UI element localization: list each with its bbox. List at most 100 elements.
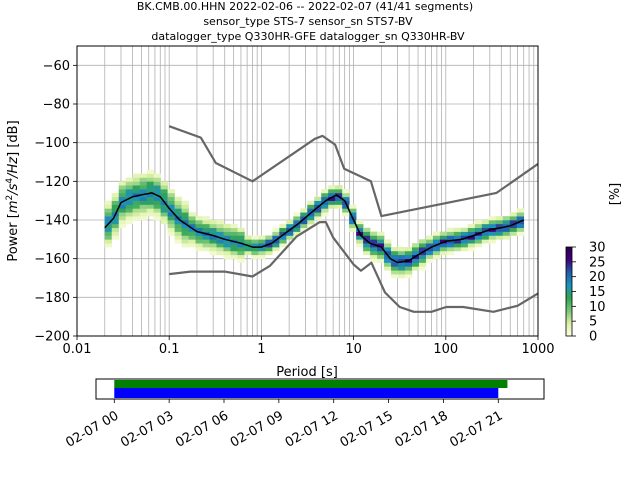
psd-histogram-cell [167,189,175,194]
psd-histogram-cell [188,216,196,221]
psd-histogram-cell [209,231,217,236]
psd-histogram-cell [258,235,266,240]
psd-histogram-cell [104,223,113,229]
psd-histogram-cell [474,223,483,229]
psd-histogram-cell [342,189,350,194]
y-tick-label: −200 [34,330,70,345]
psd-histogram-cell [132,173,140,178]
psd-histogram-cell [265,247,273,252]
psd-histogram-cell [502,216,511,221]
psd-histogram-cell [160,208,168,213]
psd-histogram-cell [279,235,287,240]
psd-histogram-cell [377,250,385,256]
psd-histogram-cell [209,247,217,252]
psd-histogram-cell [195,216,203,221]
psd-histogram-cell [495,220,504,225]
psd-histogram-cell [418,247,427,252]
psd-histogram-cell [188,212,196,217]
psd-histogram-cell [509,231,518,236]
psd-histogram-cell [356,243,364,248]
psd-histogram-cell [363,250,371,256]
psd-histogram-cell [111,196,120,201]
psd-histogram-cell [307,200,315,205]
psd-histogram-cell [446,235,455,240]
psd-histogram-cell [363,231,371,236]
psd-histogram-cell [251,239,259,244]
psd-histogram-cell [195,235,203,240]
psd-histogram-cell [391,262,399,267]
psd-histogram-cell [405,254,413,259]
y-tick-label: −80 [43,98,70,113]
psd-histogram-cell [223,250,231,256]
psd-histogram-cell [160,192,168,198]
psd-histogram-cell [293,227,301,232]
psd-histogram-cell [132,196,140,201]
psd-histogram-cell [398,270,406,275]
psd-histogram-cell [398,250,406,256]
psd-histogram-cell [181,243,189,248]
colorbar-tick-label: 0 [589,330,597,345]
psd-histogram-cell [195,227,203,232]
psd-histogram-cell [293,231,301,236]
psd-histogram-cell [439,247,448,252]
psd-histogram-cell [223,235,231,240]
psd-histogram-cell [495,235,504,240]
psd-histogram-cell [516,227,525,232]
psd-histogram-cell [104,220,113,225]
colorbar-label: [%] [608,183,623,206]
data-availability-bar [114,380,508,388]
psd-histogram-cell [230,227,238,232]
psd-histogram-cell [230,250,238,256]
y-tick-label: −180 [34,291,70,306]
psd-histogram-cell [488,235,497,240]
psd-histogram-cell [153,185,161,190]
psd-histogram-cell [188,220,196,225]
psd-histogram-cell [342,196,350,201]
psd-histogram-cell [418,262,427,267]
y-tick-label: −120 [34,175,70,190]
psd-histogram-cell [516,216,525,221]
psd-histogram-cell [384,250,392,256]
psd-histogram-cell [370,258,378,263]
psd-histogram-cell [405,266,413,271]
psd-histogram-cell [139,208,147,213]
psd-histogram-cell [174,220,182,225]
psd-histogram-cell [104,239,113,244]
psd-histogram-cell [174,235,182,240]
psd-histogram-cell [328,192,336,198]
psd-histogram-cell [153,216,161,221]
psd-histogram-cell [377,247,385,252]
y-axis-label: Power [m2/s4/Hz] [dB] [5,120,21,261]
psd-histogram-cell [111,208,120,213]
psd-histogram-cell [418,258,427,263]
psd-histogram-cell [405,270,413,275]
chart-title-line3: datalogger_type Q330HR-GFE datalogger_sn… [151,30,465,43]
psd-histogram-cell [202,227,210,232]
plot-area: 0.01 0.1 1 10 100 1000 −60 −80 −100 −120 −140 −160… [34,45,555,357]
psd-histogram-cell [474,220,483,225]
psd-histogram-cell [237,247,245,252]
psd-histogram-cell [188,235,196,240]
psd-histogram-cell [104,235,113,240]
psd-histogram-cell [132,208,140,213]
y-tick-label: −60 [43,59,70,74]
psd-histogram-cell [174,212,182,217]
chart-title-line2: sensor_type STS-7 sensor_sn STS7-BV [203,15,413,28]
psd-histogram-cell [488,216,497,221]
psd-histogram-cell [467,227,476,232]
psd-histogram-cell [125,185,133,190]
psd-histogram-cell [349,212,357,217]
psd-histogram-cell [349,220,357,225]
psd-histogram-cell [139,173,147,178]
psd-histogram-cell [474,243,483,248]
psd-histogram-cell [216,223,224,229]
x-axis-ticks: 0.01 0.1 1 10 100 1000 [63,336,555,357]
psd-histogram-cell [384,262,392,267]
psd-histogram-cell [202,220,210,225]
psd-histogram-cell [111,231,120,236]
psd-histogram-cell [146,204,154,209]
psd-histogram-cell [279,231,287,236]
psd-histogram-cell [370,250,378,256]
psd-histogram-cell [300,208,308,213]
